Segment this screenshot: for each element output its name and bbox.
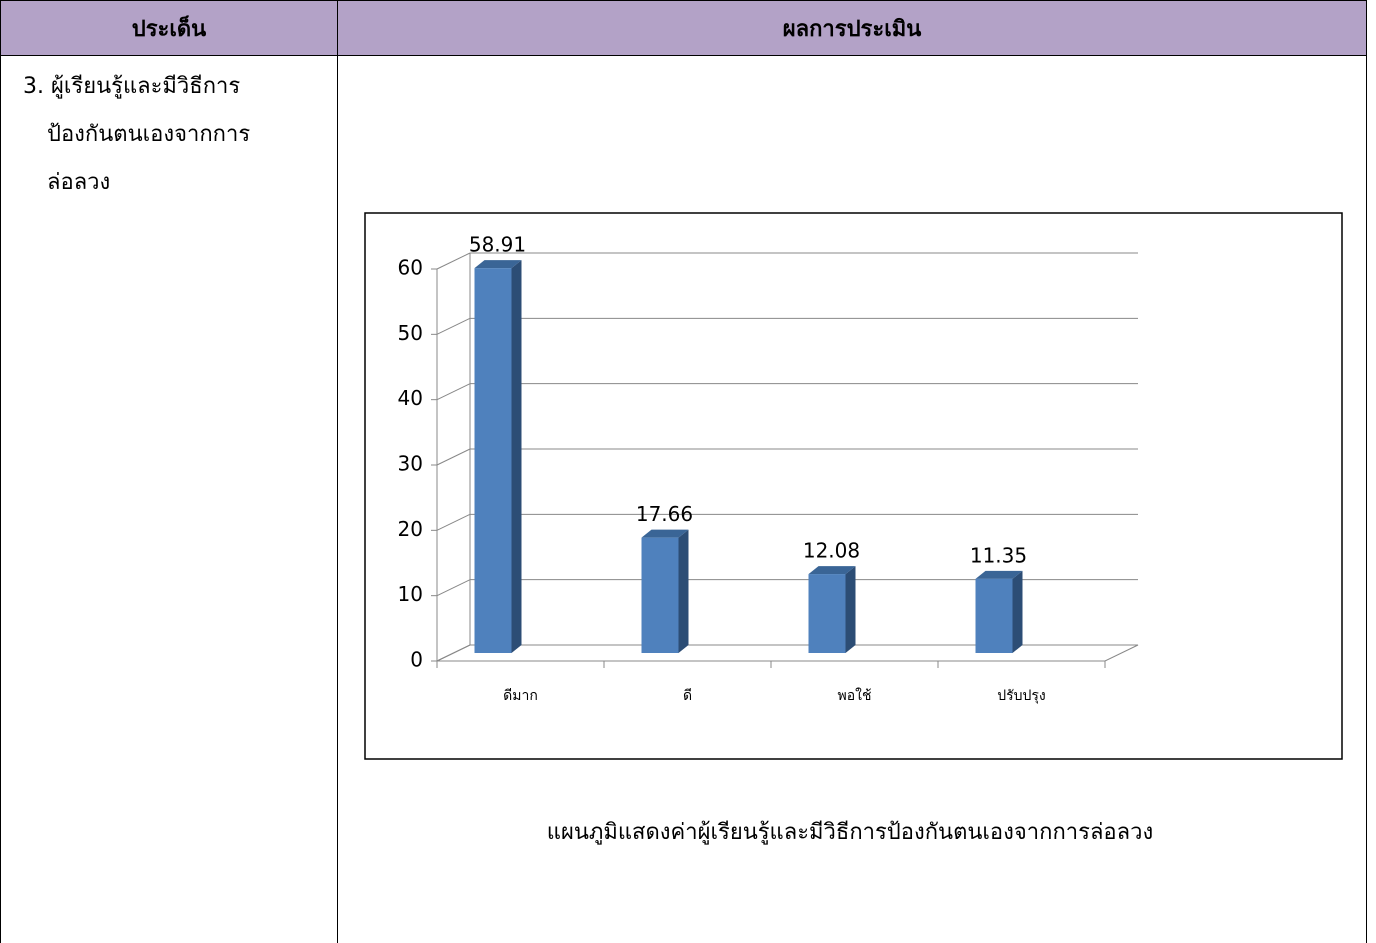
bar-top bbox=[641, 529, 689, 538]
bar-front bbox=[641, 537, 679, 653]
chart-frame bbox=[364, 212, 1343, 760]
bar-side bbox=[845, 566, 856, 653]
y-tick-label: 60 bbox=[398, 256, 423, 280]
y-tick-label: 0 bbox=[410, 648, 423, 672]
bar-top bbox=[474, 260, 522, 269]
x-tick-label: ดีมาก bbox=[503, 688, 538, 704]
bar-front bbox=[808, 574, 846, 653]
y-tick-label: 10 bbox=[398, 582, 423, 606]
bar-side bbox=[1012, 570, 1023, 653]
bar-side bbox=[678, 529, 689, 653]
bar-front bbox=[474, 268, 512, 653]
grid-line bbox=[436, 383, 471, 401]
topic-line: ป้องกันตนเองจากการ bbox=[47, 122, 251, 147]
grid-line bbox=[436, 252, 471, 270]
caption: แผนภูมิแสดงค่าผู้เรียนรู้และมีวิธีการป้อ… bbox=[547, 820, 1153, 845]
data-label: 58.91 bbox=[469, 233, 526, 257]
header-text: ประเด็น bbox=[131, 16, 207, 42]
bar bbox=[808, 566, 856, 653]
grid-line bbox=[436, 448, 471, 466]
header-text: ผลการประเมิน bbox=[782, 16, 922, 42]
bar-front bbox=[975, 578, 1013, 653]
result-cell bbox=[337, 55, 1367, 943]
x-tick-label: ปรับปรุง bbox=[997, 688, 1046, 704]
topic-cell: 3. ผู้เรียนรู้และมีวิธีการ ป้องกันตนเองจ… bbox=[0, 55, 338, 943]
grid-line bbox=[436, 579, 471, 597]
grid-line bbox=[436, 317, 471, 335]
grid-line bbox=[436, 513, 471, 531]
data-label: 11.35 bbox=[970, 543, 1027, 567]
y-tick-label: 20 bbox=[398, 517, 423, 541]
x-tick-label: ดี bbox=[683, 688, 692, 704]
data-label: 12.08 bbox=[803, 539, 860, 563]
x-tick-label: พอใช้ bbox=[838, 687, 872, 704]
y-tick-label: 40 bbox=[398, 386, 423, 410]
bar-top bbox=[975, 570, 1023, 579]
y-tick-label: 50 bbox=[398, 321, 423, 345]
topic-line: 3. ผู้เรียนรู้และมีวิธีการ bbox=[23, 74, 241, 99]
data-label: 17.66 bbox=[636, 502, 693, 526]
topic-line: ล่อลวง bbox=[47, 170, 111, 195]
header-cell: ประเด็น bbox=[0, 0, 338, 56]
bar-top bbox=[808, 566, 856, 575]
bar-side bbox=[511, 260, 522, 653]
grid-line bbox=[436, 644, 471, 662]
y-tick-label: 30 bbox=[398, 452, 423, 476]
bar bbox=[641, 529, 689, 653]
bar bbox=[474, 260, 522, 653]
bar bbox=[975, 570, 1023, 653]
